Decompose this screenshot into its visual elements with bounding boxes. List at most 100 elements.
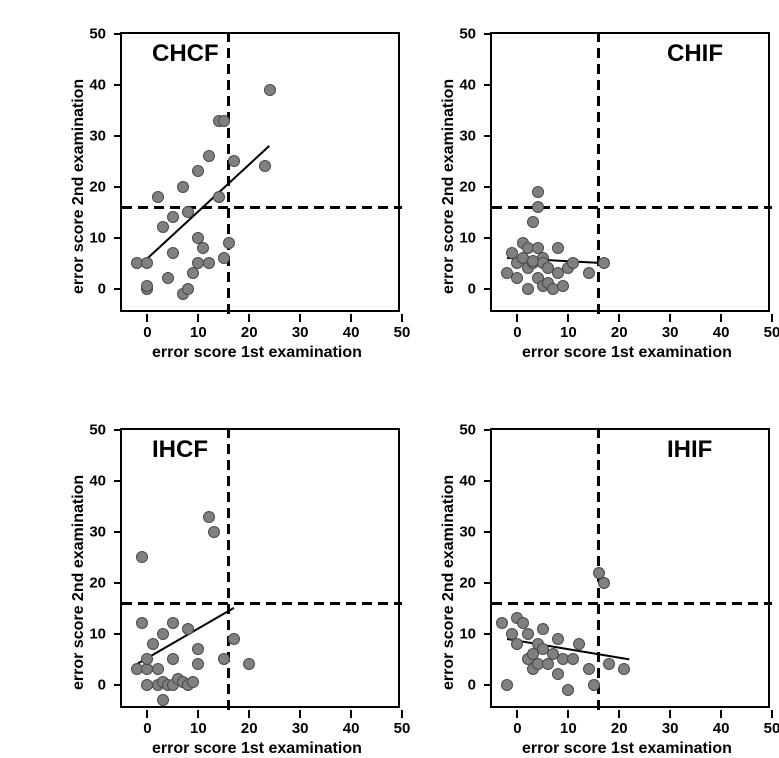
data-point	[567, 257, 579, 269]
x-tick-label: 20	[611, 324, 628, 341]
y-tick-label: 50	[89, 422, 106, 439]
x-tick-label: 50	[764, 324, 779, 341]
y-tick-label: 40	[89, 76, 106, 93]
panel-title: CHCF	[152, 40, 219, 68]
x-tick	[669, 710, 671, 718]
panel-title: IHIF	[667, 436, 712, 464]
x-tick	[197, 314, 199, 322]
x-tick-label: 20	[241, 720, 258, 737]
ref-line-vertical	[227, 34, 230, 314]
data-point	[511, 272, 523, 284]
data-point	[157, 694, 169, 706]
x-axis-label: error score 1st examination	[152, 344, 362, 362]
x-tick	[567, 314, 569, 322]
y-tick	[484, 237, 492, 239]
x-tick-label: 0	[143, 720, 151, 737]
y-tick-label: 10	[459, 229, 476, 246]
data-point	[552, 242, 564, 254]
y-tick	[114, 135, 122, 137]
y-axis-label: error score 2nd examination	[440, 79, 458, 294]
x-tick-label: 20	[611, 720, 628, 737]
y-tick	[484, 429, 492, 431]
scatter-panel-chif: CHIF0102030405001020304050error score 1s…	[490, 32, 770, 312]
panel-title: CHIF	[667, 40, 723, 68]
x-axis-label: error score 1st examination	[522, 344, 732, 362]
x-tick-label: 50	[764, 720, 779, 737]
scatter-panel-ihcf: IHCF0102030405001020304050error score 1s…	[120, 428, 400, 708]
y-tick	[484, 84, 492, 86]
data-point	[167, 211, 179, 223]
data-point	[522, 283, 534, 295]
y-axis-label: error score 2nd examination	[70, 79, 88, 294]
y-axis-label: error score 2nd examination	[440, 475, 458, 690]
y-tick-label: 40	[459, 76, 476, 93]
data-point	[136, 617, 148, 629]
data-point	[152, 663, 164, 675]
x-tick-label: 40	[343, 720, 360, 737]
y-tick-label: 0	[468, 280, 476, 297]
ref-line-vertical	[227, 430, 230, 710]
y-tick	[484, 186, 492, 188]
x-tick-label: 10	[560, 720, 577, 737]
ref-line-horizontal	[492, 602, 772, 605]
x-tick-label: 0	[513, 720, 521, 737]
ref-line-horizontal	[122, 206, 402, 209]
data-point	[562, 684, 574, 696]
y-tick	[114, 33, 122, 35]
data-point	[583, 267, 595, 279]
data-point	[552, 633, 564, 645]
y-tick	[114, 531, 122, 533]
data-point	[167, 653, 179, 665]
data-point	[141, 257, 153, 269]
data-point	[598, 577, 610, 589]
data-point	[182, 623, 194, 635]
x-axis-label: error score 1st examination	[152, 740, 362, 758]
panel-title: IHCF	[152, 436, 208, 464]
y-tick-label: 10	[459, 625, 476, 642]
data-point	[192, 165, 204, 177]
x-tick	[720, 710, 722, 718]
y-tick	[484, 531, 492, 533]
data-point	[157, 221, 169, 233]
data-point	[603, 658, 615, 670]
y-tick-label: 50	[459, 26, 476, 43]
data-point	[228, 633, 240, 645]
y-tick	[114, 582, 122, 584]
x-tick	[618, 314, 620, 322]
y-tick	[114, 186, 122, 188]
data-point	[167, 247, 179, 259]
data-point	[203, 150, 215, 162]
data-point	[197, 242, 209, 254]
x-tick-label: 30	[292, 720, 309, 737]
x-tick-label: 0	[513, 324, 521, 341]
y-tick-label: 40	[89, 472, 106, 489]
data-point	[501, 679, 513, 691]
x-tick-label: 50	[394, 720, 411, 737]
data-point	[218, 115, 230, 127]
data-point	[557, 280, 569, 292]
y-tick-label: 0	[98, 280, 106, 297]
y-tick	[484, 633, 492, 635]
y-tick-label: 0	[468, 676, 476, 693]
data-point	[192, 643, 204, 655]
data-point	[218, 252, 230, 264]
data-point	[598, 257, 610, 269]
x-tick	[197, 710, 199, 718]
data-point	[567, 653, 579, 665]
data-point	[157, 628, 169, 640]
data-point	[141, 280, 153, 292]
x-tick	[516, 314, 518, 322]
data-point	[618, 663, 630, 675]
x-tick	[669, 314, 671, 322]
y-tick	[114, 288, 122, 290]
data-point	[167, 617, 179, 629]
data-point	[162, 272, 174, 284]
x-tick-label: 50	[394, 324, 411, 341]
data-point	[532, 186, 544, 198]
x-tick	[248, 710, 250, 718]
y-tick	[484, 135, 492, 137]
x-tick	[299, 710, 301, 718]
data-point	[522, 628, 534, 640]
data-point	[496, 617, 508, 629]
y-tick-label: 20	[89, 574, 106, 591]
